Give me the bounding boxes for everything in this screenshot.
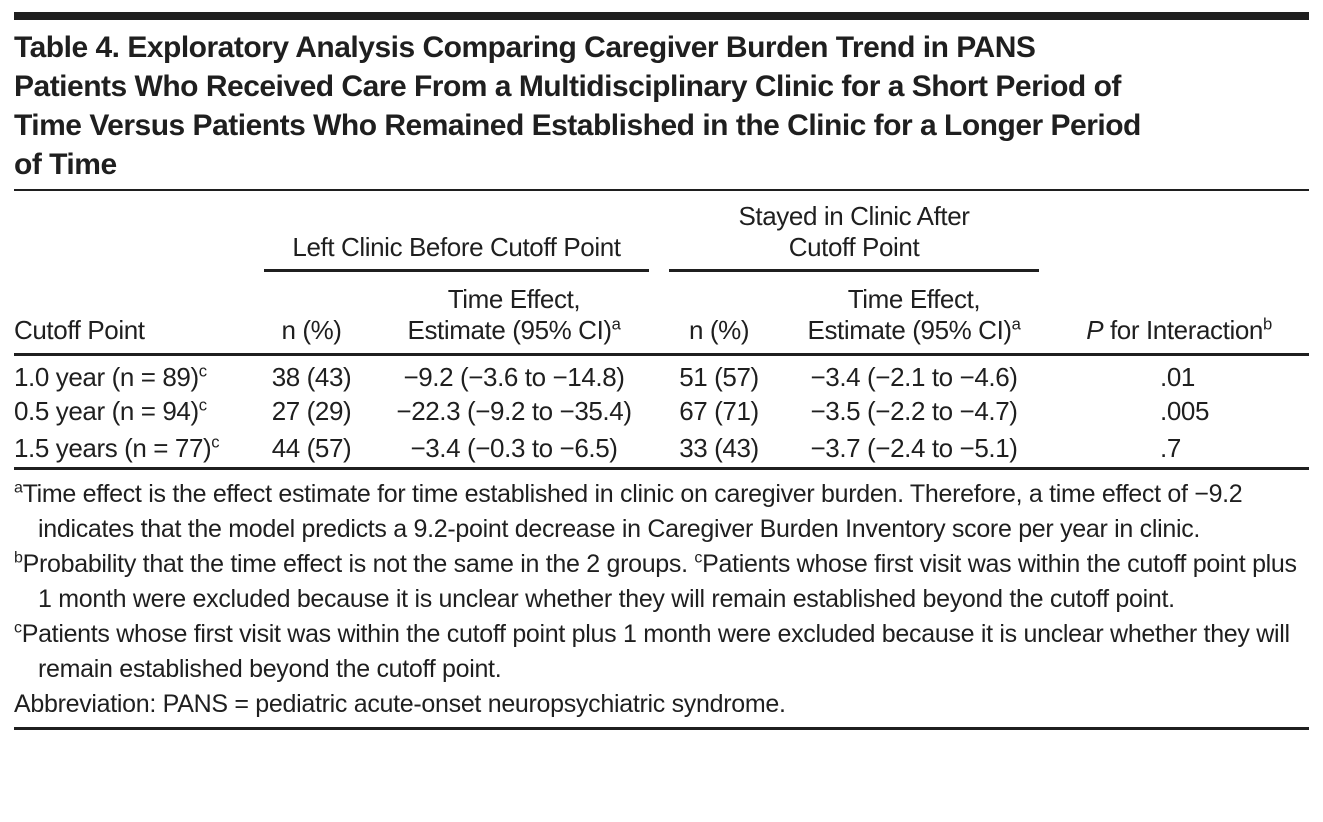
group-underline: [264, 269, 650, 272]
table-bottom-rule: [14, 467, 1309, 470]
footnote-marker-c: c: [694, 549, 703, 567]
n-pct-cell: 67 (71): [679, 396, 759, 426]
column-header-cutoff-point: Cutoff Point: [14, 272, 254, 356]
group-header-stayed-clinic: Stayed in Clinic After Cutoff Point: [659, 191, 1049, 272]
abbreviation-note: Abbreviation: PANS = pediatric acute-ons…: [14, 690, 786, 718]
cutoff-point-cell: 1.0 year (n = 89)c: [14, 361, 207, 392]
table-title-line: Table 4. Exploratory Analysis Comparing …: [14, 31, 1036, 64]
n-pct-cell: 51 (57): [679, 362, 759, 392]
cutoff-point-cell: 1.5 years (n = 77)c: [14, 432, 220, 463]
column-header-row: Cutoff Point n (%) Time Effect, Estimate…: [14, 272, 1310, 356]
footnote-marker-c: c: [198, 361, 207, 381]
group-underline: [669, 269, 1040, 272]
group-header-label: Left Clinic Before Cutoff Point: [292, 232, 621, 262]
footnotes: aTime effect is the effect estimate for …: [14, 477, 1309, 722]
spacer-cell: [14, 191, 254, 272]
caregiver-burden-table: Left Clinic Before Cutoff Point Stayed i…: [14, 191, 1310, 467]
n-pct-cell: 33 (43): [679, 433, 759, 463]
footnote-marker-c: c: [14, 619, 22, 637]
group-header-label: Stayed in Clinic After: [738, 201, 970, 231]
column-header-line: Estimate (95% CI)a: [407, 314, 621, 345]
time-effect-cell: −9.2 (−3.6 to −14.8): [403, 362, 625, 392]
time-effect-cell: −3.5 (−2.2 to −4.7): [810, 396, 1018, 426]
column-header-n-pct-right: n (%): [659, 272, 780, 356]
footnote-marker-b: b: [14, 549, 23, 567]
table-title: Table 4. Exploratory Analysis Comparing …: [14, 28, 1309, 184]
footnote-a: aTime effect is the effect estimate for …: [14, 479, 1243, 543]
group-header-left-clinic: Left Clinic Before Cutoff Point: [254, 191, 659, 272]
column-header-line: Estimate (95% CI)a: [807, 314, 1021, 345]
column-header-n-pct-left: n (%): [254, 272, 369, 356]
time-effect-cell: −3.7 (−2.4 to −5.1): [810, 433, 1018, 463]
footnote-b: bProbability that the time effect is not…: [14, 549, 1297, 613]
p-value-cell: .005: [1160, 396, 1210, 426]
n-pct-cell: 38 (43): [271, 362, 352, 392]
footnote-marker-b: b: [1262, 314, 1272, 334]
cutoff-point-cell: 0.5 year (n = 94)c: [14, 395, 207, 426]
table-row: 1.0 year (n = 89)c 38 (43) −9.2 (−3.6 to…: [14, 355, 1309, 394]
table-title-line: Time Versus Patients Who Remained Establ…: [14, 109, 1141, 142]
p-value-cell: .7: [1160, 433, 1181, 463]
footnote-c: cPatients whose first visit was within t…: [14, 619, 1290, 683]
spacer-cell: [1049, 191, 1309, 272]
time-effect-cell: −3.4 (−0.3 to −6.5): [410, 433, 618, 463]
time-effect-cell: −22.3 (−9.2 to −35.4): [396, 396, 632, 426]
column-header-time-effect-right: Time Effect, Estimate (95% CI)a: [779, 272, 1050, 356]
time-effect-cell: −3.4 (−2.1 to −4.6): [810, 362, 1018, 392]
group-header-row: Left Clinic Before Cutoff Point Stayed i…: [14, 191, 1309, 272]
footnote-marker-a: a: [611, 314, 621, 334]
top-rule: [14, 12, 1309, 20]
column-header-time-effect-left: Time Effect, Estimate (95% CI)a: [369, 272, 660, 356]
footnote-marker-a: a: [14, 479, 23, 497]
footnote-marker-c: c: [211, 432, 220, 452]
n-pct-cell: 27 (29): [271, 396, 352, 426]
table-figure-page: Table 4. Exploratory Analysis Comparing …: [14, 12, 1310, 730]
group-header-label: Cutoff Point: [788, 232, 920, 262]
table-title-line: of Time: [14, 148, 117, 181]
column-header-line: Time Effect,: [847, 284, 981, 314]
column-header-p-interaction: P for Interactionb: [1049, 272, 1310, 356]
column-header-line: Time Effect,: [447, 284, 581, 314]
footnote-marker-a: a: [1011, 314, 1021, 334]
footnote-marker-c: c: [198, 395, 207, 415]
p-value-cell: .01: [1160, 362, 1195, 392]
n-pct-cell: 44 (57): [271, 433, 352, 463]
table-row: 0.5 year (n = 94)c 27 (29) −22.3 (−9.2 t…: [14, 393, 1309, 430]
title-rule: [14, 189, 1309, 191]
table-row: 1.5 years (n = 77)c 44 (57) −3.4 (−0.3 t…: [14, 430, 1309, 467]
bottom-rule: [14, 727, 1309, 730]
table-title-line: Patients Who Received Care From a Multid…: [14, 70, 1121, 103]
